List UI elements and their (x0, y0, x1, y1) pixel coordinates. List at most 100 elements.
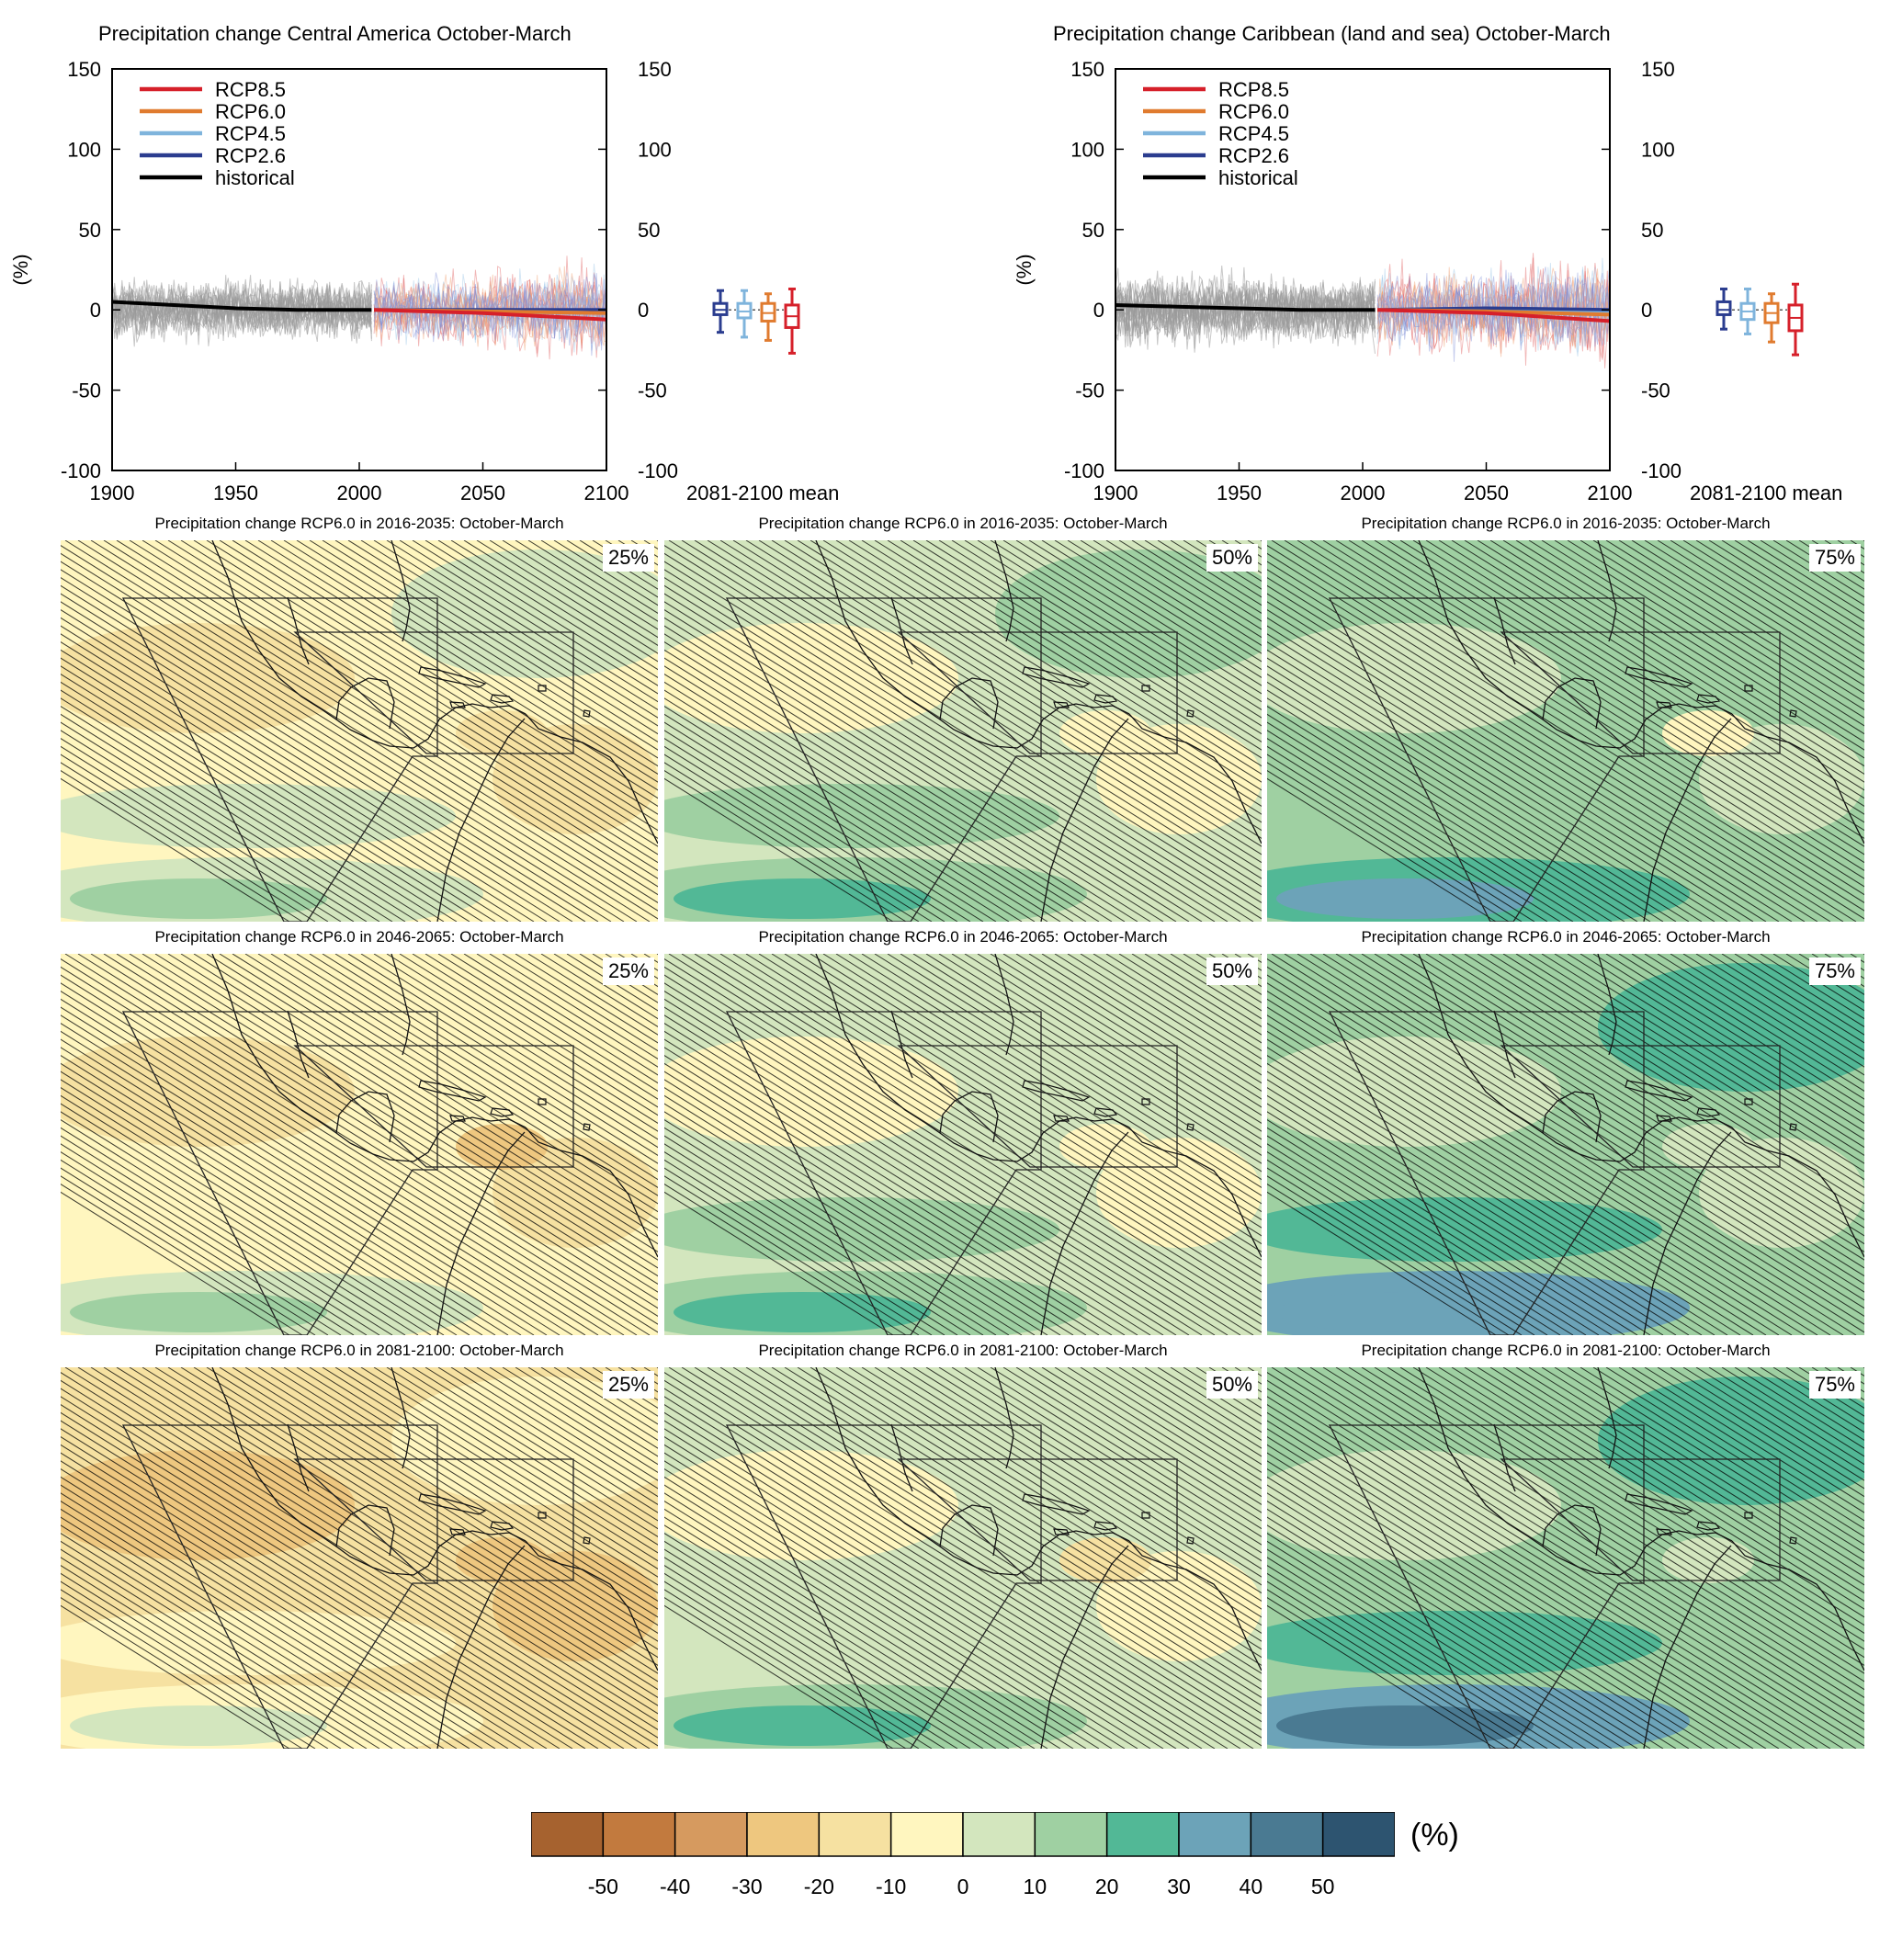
island-outline (538, 685, 547, 692)
island-outline (490, 694, 515, 704)
precipitation-map: 50% (664, 540, 1262, 922)
percentile-label: 75% (1808, 1371, 1861, 1399)
island-outline (583, 709, 591, 718)
map-region-dry (61, 623, 355, 733)
map-region-dry (456, 1124, 548, 1170)
map-region-wet (391, 549, 658, 678)
colorbar-swatch (962, 1812, 1036, 1857)
boxplot-rcp45 (736, 289, 753, 339)
hatching (1267, 540, 1864, 922)
island-outline (1022, 666, 1091, 688)
coastline (211, 954, 658, 1335)
hatching (664, 954, 1262, 1335)
central-america-region-box (121, 597, 438, 922)
central-america-region-box (121, 1424, 438, 1749)
island-outline (1053, 701, 1070, 708)
y-tick-label-left: -50 (1075, 380, 1104, 402)
y-tick-label-right: -100 (638, 459, 678, 482)
colorbar-swatch (889, 1812, 964, 1857)
colorbar-tick-label: 40 (1239, 1875, 1263, 1898)
island-outline (449, 1115, 466, 1122)
map-title: Precipitation change RCP6.0 in 2046-2065… (1361, 928, 1771, 946)
boxplot-rcp26 (712, 289, 729, 334)
map-region-dry (1662, 710, 1754, 756)
legend-label: historical (1218, 166, 1298, 189)
x-tick-label: 2100 (584, 482, 629, 504)
y-tick-label-right: 150 (1641, 58, 1675, 81)
legend-label: RCP2.6 (1218, 144, 1289, 167)
hatching (61, 540, 658, 922)
colorbar-tick-label: 10 (1023, 1875, 1047, 1898)
central-america-region-box (725, 1011, 1042, 1335)
island-outline (583, 1123, 591, 1131)
coastline (815, 954, 1262, 1335)
boxplot-label: 2081-2100 mean (686, 482, 839, 504)
island-outline (1053, 1115, 1070, 1122)
hatching (61, 1367, 658, 1749)
island-outline (490, 1521, 515, 1531)
percentile-label: 25% (602, 957, 654, 985)
hatching (1267, 1367, 1864, 1749)
boxplot-rcp26 (1715, 287, 1732, 331)
y-tick-label-left: -100 (1064, 459, 1104, 482)
map-title: Precipitation change RCP6.0 in 2081-2100… (1361, 1342, 1771, 1359)
caribbean-region-box (1500, 1458, 1781, 1581)
island-outline (1696, 1107, 1721, 1117)
precipitation-map: 25% (61, 540, 658, 922)
coastline (1418, 1367, 1864, 1749)
y-tick-label-right: -50 (638, 380, 667, 402)
map-region-dry (664, 1037, 958, 1147)
island-outline (1696, 1521, 1721, 1531)
caribbean-region-box (293, 631, 574, 754)
central-america-region-box (725, 597, 1042, 922)
central-america-region-box (1328, 1424, 1645, 1749)
legend-label: RCP2.6 (215, 144, 286, 167)
map-region-dry (493, 724, 658, 834)
coastline (211, 1367, 658, 1749)
island-outline (1744, 1098, 1753, 1105)
coastline (211, 540, 658, 922)
boxplot-rcp85 (1787, 282, 1804, 357)
map-region-dry (1059, 1537, 1151, 1583)
hatching (664, 540, 1262, 922)
map-region-dry (1059, 710, 1151, 756)
map-title: Precipitation change RCP6.0 in 2016-2035… (1361, 515, 1771, 532)
colorbar-swatch (1105, 1812, 1180, 1857)
map-title: Precipitation change RCP6.0 in 2046-2065… (758, 928, 1168, 946)
caribbean-region-box (897, 1045, 1178, 1168)
island-outline (1022, 1080, 1091, 1102)
boxplot-label: 2081-2100 mean (1690, 482, 1842, 504)
percentile-label: 50% (1206, 1371, 1258, 1399)
map-region-dry (1267, 1037, 1561, 1147)
caribbean-region-box (1500, 1045, 1781, 1168)
coastline (1418, 540, 1864, 922)
coastline (815, 1367, 1262, 1749)
y-tick-label-right: -50 (1641, 380, 1670, 402)
colorbar-swatch (746, 1812, 821, 1857)
y-tick-label-left: 150 (67, 58, 101, 81)
colorbar-tick-label: -10 (876, 1875, 907, 1898)
island-outline (1022, 1493, 1091, 1515)
y-tick-label-left: 150 (1070, 58, 1104, 81)
colorbar-tick-label: 30 (1167, 1875, 1191, 1898)
series-line-rcp85 (374, 308, 607, 322)
caribbean-region-box (897, 631, 1178, 754)
colorbar-unit: (%) (1410, 1818, 1459, 1852)
central-america-region-box (121, 1011, 438, 1335)
island-outline (1093, 694, 1118, 704)
boxplot-rcp60 (760, 292, 776, 342)
y-axis-label: (%) (9, 254, 32, 285)
island-outline (490, 1107, 515, 1117)
precipitation-map: 75% (1267, 540, 1864, 922)
colorbar-tick-label: -40 (660, 1875, 691, 1898)
central-america-region-box (1328, 597, 1645, 922)
island-outline (1141, 685, 1150, 692)
island-outline (1186, 1123, 1195, 1131)
central-america-region-box (1328, 1011, 1645, 1335)
legend-label: RCP8.5 (1218, 78, 1289, 101)
y-tick-label-left: 50 (79, 219, 101, 242)
colorbar-tick-label: 20 (1094, 1875, 1119, 1898)
y-tick-label-left: -50 (72, 380, 101, 402)
map-region-dry (493, 1138, 658, 1248)
